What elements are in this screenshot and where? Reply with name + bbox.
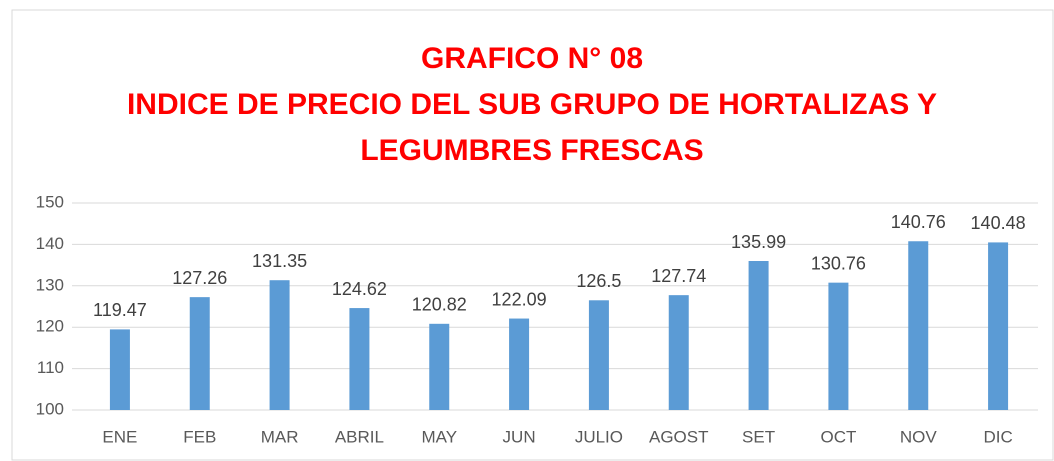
- x-tick-label: MAR: [261, 427, 299, 446]
- bar: [429, 323, 450, 410]
- x-tick-label: ABRIL: [335, 427, 384, 446]
- value-label: 140.48: [971, 213, 1026, 233]
- value-label: 131.35: [252, 251, 307, 271]
- value-label: 127.26: [172, 268, 227, 288]
- chart-title: GRAFICO N° 08: [421, 42, 643, 75]
- chart-title: LEGUMBRES FRESCAS: [360, 134, 703, 167]
- value-label: 135.99: [731, 232, 786, 252]
- bar: [748, 261, 769, 410]
- y-tick-label: 130: [36, 275, 64, 294]
- x-tick-label: ENE: [102, 427, 137, 446]
- x-tick-label: FEB: [183, 427, 216, 446]
- value-label: 127.74: [651, 266, 706, 286]
- bar: [189, 297, 210, 410]
- x-tick-label: SET: [742, 427, 775, 446]
- x-tick-label: JUN: [503, 427, 536, 446]
- bar: [349, 308, 370, 410]
- bar: [269, 280, 290, 410]
- x-tick-label: AGOST: [649, 427, 709, 446]
- value-label: 122.09: [492, 289, 547, 309]
- value-label: 124.62: [332, 279, 387, 299]
- chart-title: INDICE DE PRECIO DEL SUB GRUPO DE HORTAL…: [127, 88, 937, 121]
- y-tick-label: 100: [36, 399, 64, 418]
- value-label: 140.76: [891, 212, 946, 232]
- value-label: 130.76: [811, 253, 866, 273]
- bar: [109, 329, 130, 410]
- y-tick-label: 120: [36, 317, 64, 336]
- x-tick-label: JULIO: [575, 427, 623, 446]
- x-tick-label: DIC: [983, 427, 1012, 446]
- chart-frame: [11, 9, 1054, 461]
- y-tick-label: 150: [36, 192, 64, 211]
- y-tick-label: 140: [36, 234, 64, 253]
- y-tick-label: 110: [37, 358, 64, 377]
- bar: [668, 295, 689, 410]
- value-label: 119.47: [93, 300, 147, 320]
- bar: [509, 318, 530, 410]
- bar: [828, 282, 849, 410]
- x-tick-label: OCT: [820, 427, 856, 446]
- x-tick-label: NOV: [900, 427, 938, 446]
- bar: [588, 300, 609, 410]
- x-tick-label: MAY: [421, 427, 457, 446]
- value-label: 120.82: [412, 295, 467, 315]
- bar: [988, 242, 1009, 410]
- value-label: 126.5: [576, 271, 621, 291]
- bar: [908, 241, 929, 410]
